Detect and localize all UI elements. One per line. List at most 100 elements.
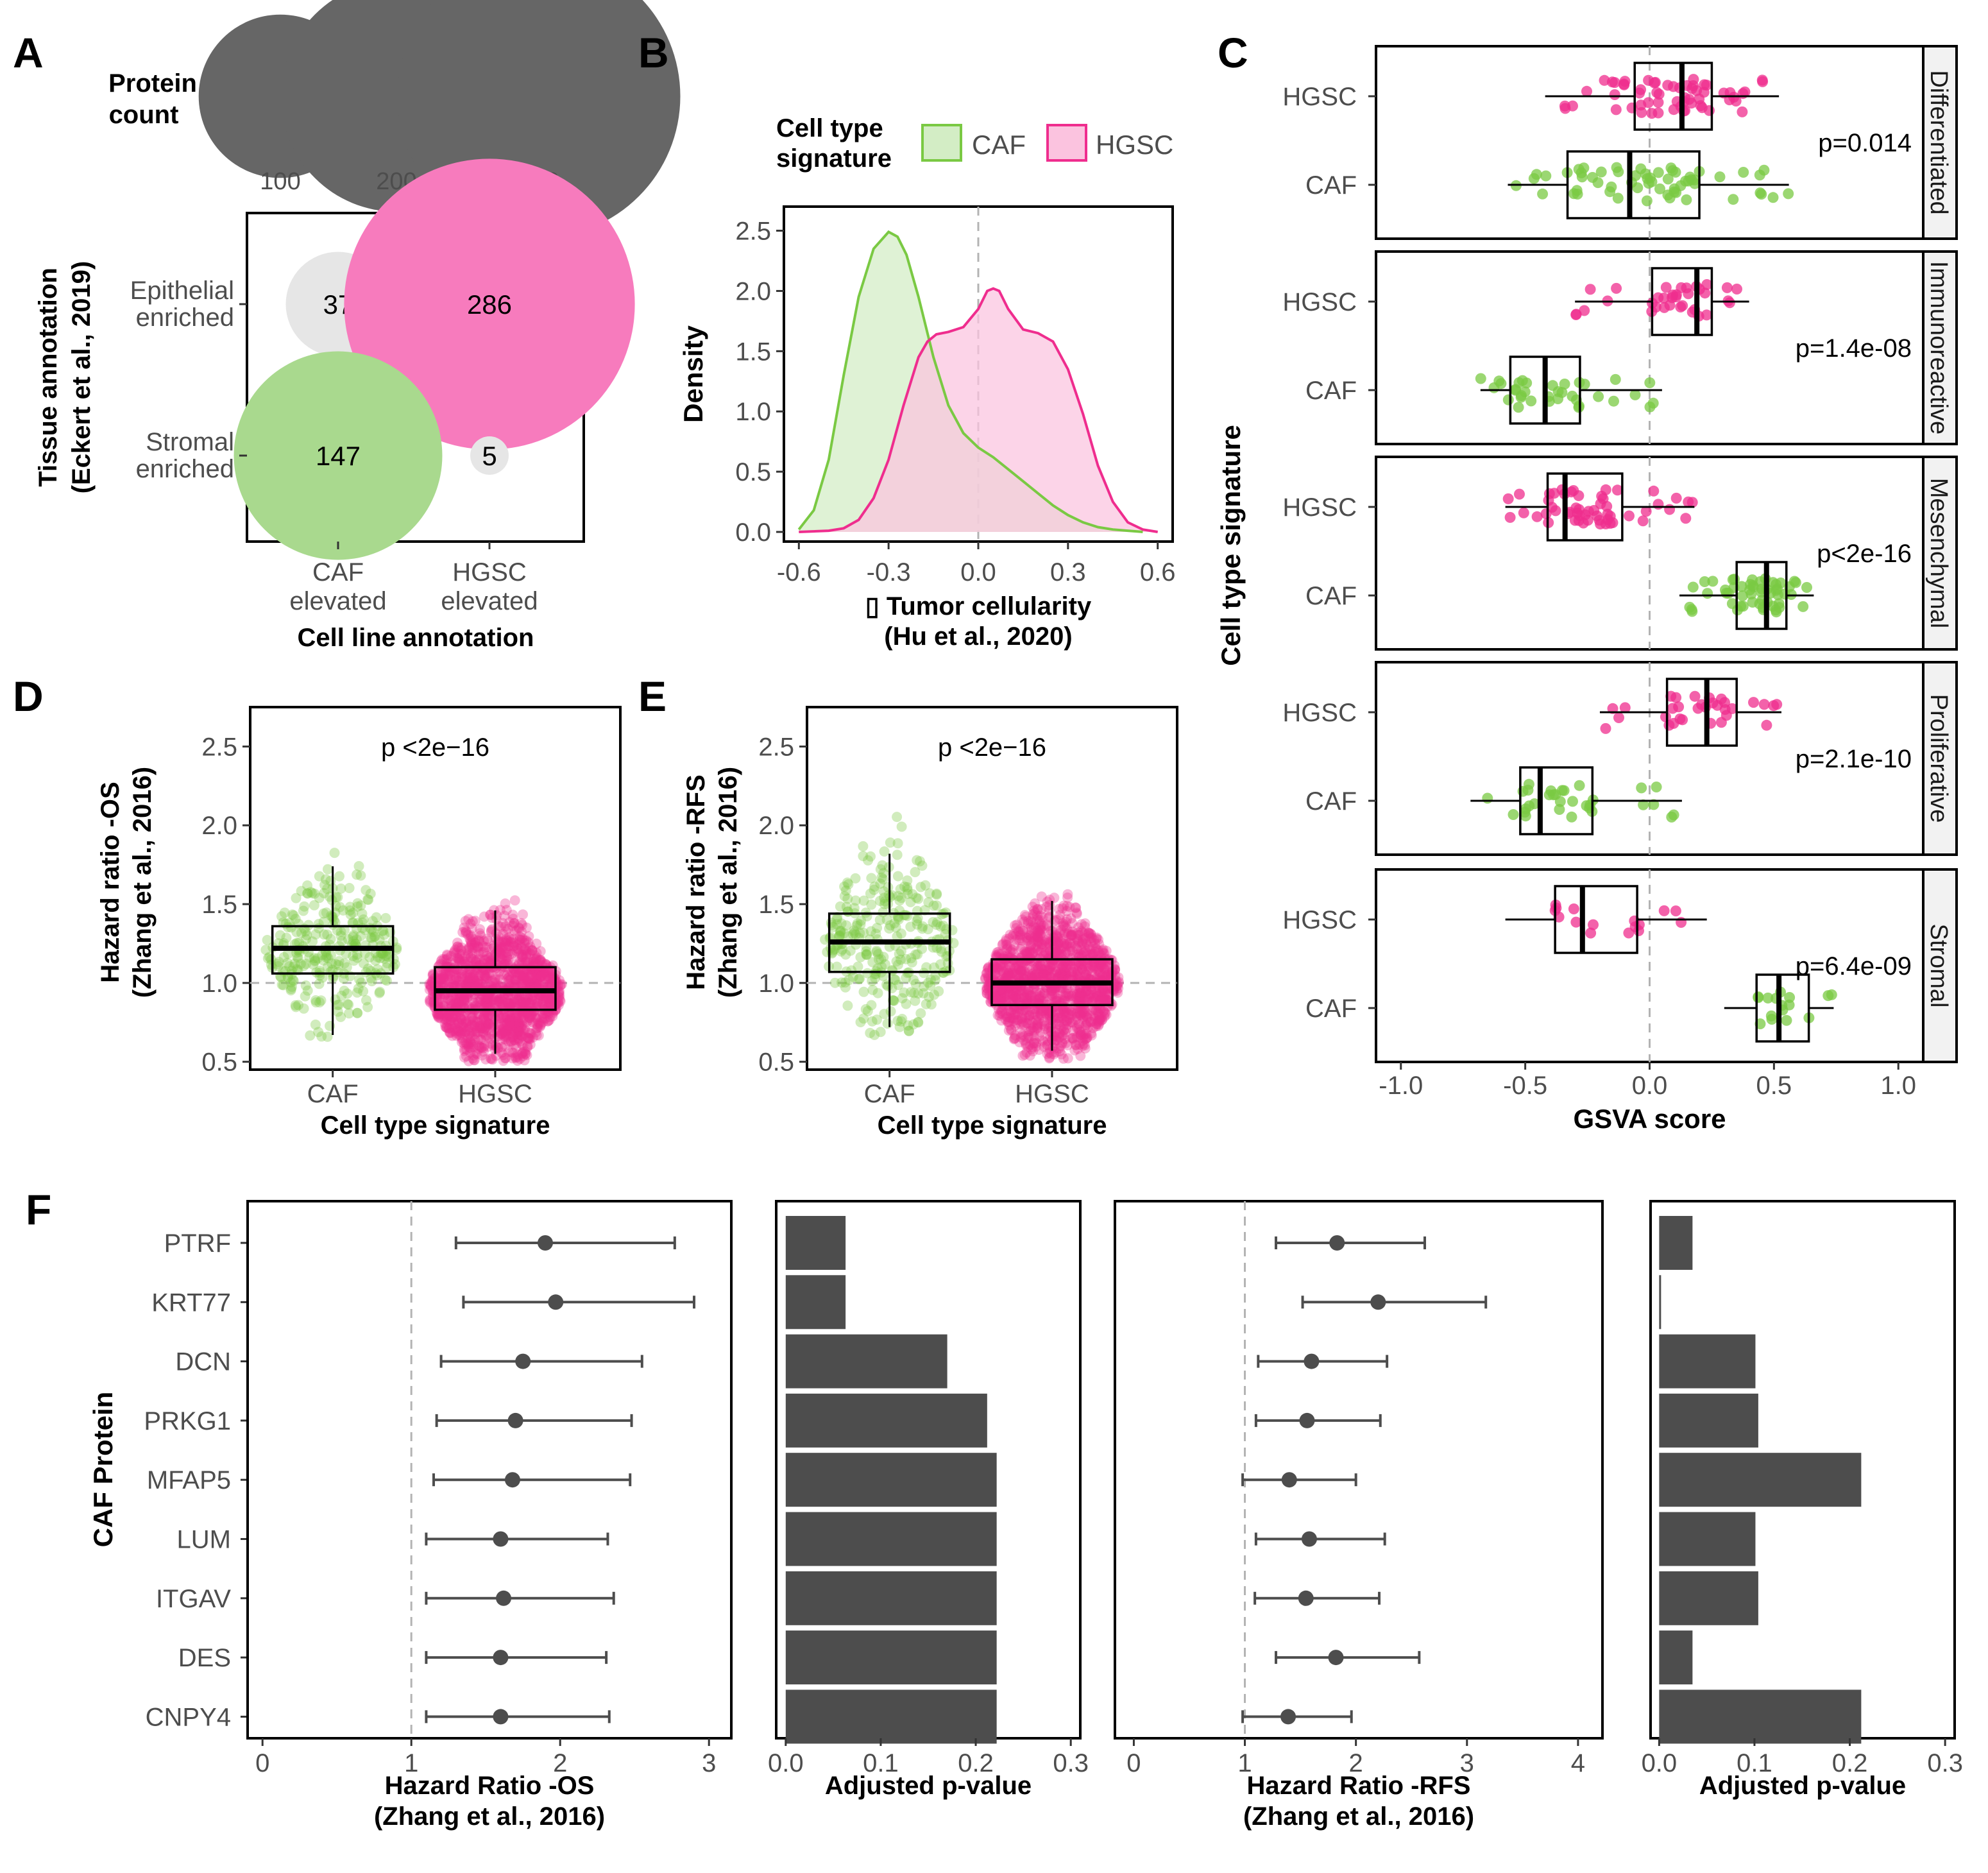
data-point: [365, 888, 376, 899]
data-point: [1475, 373, 1486, 384]
data-point: [897, 1014, 908, 1024]
y-axis-title: Hazard ratio -RFS: [682, 774, 710, 990]
data-point: [1574, 510, 1585, 522]
data-point: [487, 1054, 498, 1065]
data-point: [918, 988, 929, 998]
data-point: [1637, 515, 1649, 527]
hazard-ratio-point: [538, 1235, 553, 1251]
x-tick-label: 3: [702, 1749, 716, 1777]
data-point: [1715, 717, 1727, 728]
facet-stromal: Stromal HGSC CAF p=6.4e-09: [1282, 868, 1958, 1063]
data-point: [1548, 789, 1559, 801]
data-point: [470, 937, 481, 948]
data-point: [867, 1016, 878, 1027]
data-point: [463, 1041, 474, 1052]
data-point: [503, 954, 514, 965]
data-point: [1677, 714, 1688, 726]
data-point: [521, 948, 532, 959]
panel-label-f: F: [26, 1186, 51, 1233]
data-point: [374, 988, 385, 998]
data-point: [513, 1034, 524, 1045]
data-point: [992, 947, 1003, 958]
data-point: [1525, 395, 1537, 407]
box: [1665, 678, 1738, 747]
data-point: [479, 969, 489, 980]
data-point: [506, 1017, 517, 1028]
data-point: [348, 930, 359, 941]
data-point: [518, 1040, 529, 1051]
data-point: [489, 977, 500, 988]
data-point: [491, 914, 502, 925]
data-point: [1629, 389, 1641, 400]
hazard-ratio-point: [1370, 1294, 1386, 1310]
x-axis-title: Cell type signature: [321, 1111, 550, 1140]
data-point: [901, 954, 912, 964]
data-point: [1482, 792, 1493, 804]
protein-label: MFAP5: [147, 1466, 231, 1494]
data-point: [1640, 506, 1652, 517]
data-point: [439, 954, 450, 965]
data-point: [361, 995, 371, 1005]
data-point: [910, 995, 921, 1006]
data-point: [507, 920, 518, 931]
x-tick-label: 0.5: [1756, 1072, 1792, 1100]
hazard-ratio-point: [1280, 1709, 1296, 1725]
data-point: [1753, 992, 1764, 1004]
data-point: [287, 909, 298, 920]
data-point: [465, 1037, 476, 1048]
hazard-ratio-point: [515, 1353, 531, 1369]
data-point: [525, 997, 536, 1008]
data-point: [288, 910, 299, 921]
data-point: [527, 996, 538, 1006]
y-tick-label: 2.5: [758, 733, 794, 761]
y-tick-label: CAF: [1305, 995, 1357, 1023]
data-point: [1009, 1033, 1020, 1044]
data-point: [378, 925, 389, 936]
x-tick-label: -0.3: [867, 558, 911, 586]
data-point: [318, 955, 329, 966]
data-point: [1612, 192, 1624, 204]
pvalue-bar: [1659, 1630, 1693, 1685]
data-point: [1767, 192, 1779, 203]
data-point: [1100, 964, 1110, 975]
data-point: [1055, 909, 1066, 920]
data-point: [497, 1041, 507, 1052]
pvalue-bar: [1659, 1571, 1758, 1625]
data-point: [509, 1027, 520, 1038]
data-point: [443, 1010, 454, 1021]
data-point: [1588, 919, 1599, 930]
data-point: [1670, 905, 1681, 917]
data-point: [837, 977, 847, 988]
data-point: [309, 900, 319, 911]
data-point: [316, 1031, 327, 1042]
data-point: [1044, 894, 1055, 905]
data-point: [1032, 1022, 1043, 1033]
data-point: [464, 933, 475, 944]
data-point: [332, 925, 343, 936]
data-point: [931, 900, 942, 911]
data-point: [1735, 601, 1747, 612]
hazard-ratio-point: [493, 1709, 509, 1725]
data-point: [878, 907, 888, 918]
data-point: [338, 905, 348, 916]
data-point: [452, 1016, 463, 1027]
data-point: [892, 871, 903, 882]
data-point: [296, 928, 307, 938]
y-tick-label: 0.5: [201, 1048, 237, 1077]
y-tick-label: 0.0: [735, 518, 771, 547]
data-point: [320, 874, 331, 885]
data-point: [310, 956, 321, 967]
data-point: [375, 986, 386, 997]
x-tick-label: CAF: [312, 558, 364, 586]
data-point: [319, 888, 330, 898]
data-point: [892, 838, 903, 849]
data-point: [300, 991, 310, 1002]
data-point: [362, 1002, 373, 1013]
data-point: [435, 967, 446, 978]
data-point: [866, 873, 877, 884]
data-point: [322, 929, 333, 940]
data-point: [1570, 916, 1582, 928]
data-point: [291, 893, 302, 903]
data-point: [1094, 948, 1105, 959]
